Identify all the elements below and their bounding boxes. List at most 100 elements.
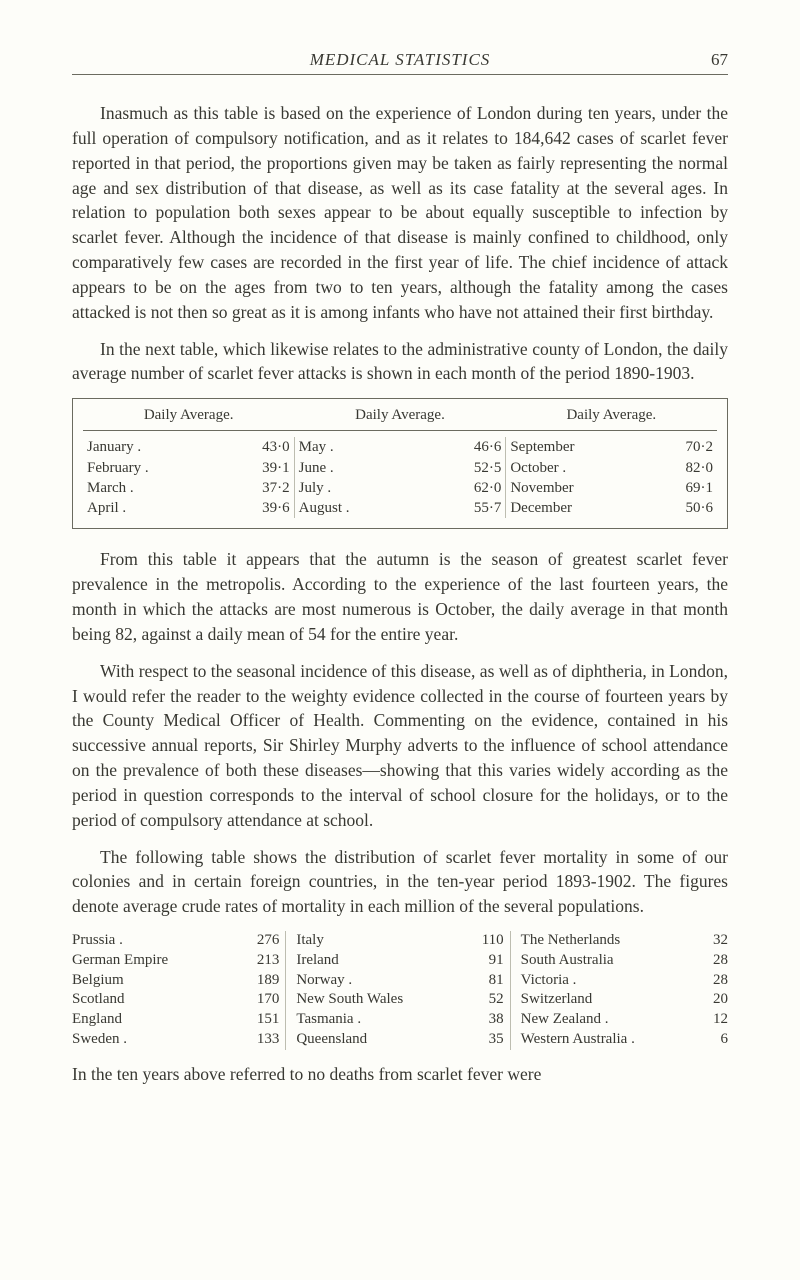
table-row: October .82·0 [510,458,713,478]
table-row: March .37·2 [87,478,290,498]
country-label: South Australia [521,951,688,971]
month-label: October . [510,458,667,478]
country-mortality-table: Prussia .276 German Empire213 Belgium189… [72,931,728,1050]
month-label: July . [299,478,456,498]
table-row: June .52·5 [299,458,502,478]
country-label: Norway . [296,971,463,991]
country-label: The Netherlands [521,931,688,951]
daily-average-col-3: September70·2 October .82·0 November69·1… [505,437,717,518]
daily-average-header-1: Daily Average. [83,407,294,424]
table-row: Sweden .133 [72,1030,279,1050]
table-row: German Empire213 [72,951,279,971]
table-row: August .55·7 [299,498,502,518]
table-row: Scotland170 [72,990,279,1010]
month-value: 50·6 [667,498,713,518]
month-value: 52·5 [455,458,501,478]
country-col-2: Italy110 Ireland91 Norway .81 New South … [285,931,503,1050]
month-label: November [510,478,667,498]
table-row: New Zealand .12 [521,1010,728,1030]
paragraph-6: In the ten years above referred to no de… [72,1062,728,1087]
country-label: Italy [296,931,463,951]
daily-average-header-row: Daily Average. Daily Average. Daily Aver… [83,407,717,431]
month-label: December [510,498,667,518]
table-row: Italy110 [296,931,503,951]
paragraph-5: The following table shows the distributi… [72,845,728,920]
paragraph-2: In the next table, which likewise relate… [72,337,728,387]
table-row: Belgium189 [72,971,279,991]
country-value: 91 [464,951,504,971]
daily-average-header-2: Daily Average. [294,407,505,424]
month-label: January . [87,437,244,457]
country-label: Queensland [296,1030,463,1050]
table-row: South Australia28 [521,951,728,971]
month-label: June . [299,458,456,478]
country-label: Western Australia . [521,1030,688,1050]
month-label: September [510,437,667,457]
table-row: May .46·6 [299,437,502,457]
country-label: Victoria . [521,971,688,991]
paragraph-3: From this table it appears that the autu… [72,547,728,646]
month-label: February . [87,458,244,478]
country-label: New Zealand . [521,1010,688,1030]
table-row: New South Wales52 [296,990,503,1010]
country-value: 133 [239,1030,279,1050]
table-row: November69·1 [510,478,713,498]
country-value: 28 [688,971,728,991]
country-value: 276 [239,931,279,951]
country-col-1: Prussia .276 German Empire213 Belgium189… [72,931,279,1050]
table-row: January .43·0 [87,437,290,457]
country-label: Switzerland [521,990,688,1010]
table-row: Switzerland20 [521,990,728,1010]
month-value: 70·2 [667,437,713,457]
country-value: 35 [464,1030,504,1050]
table-row: Prussia .276 [72,931,279,951]
daily-average-table: Daily Average. Daily Average. Daily Aver… [72,398,728,529]
month-value: 39·6 [244,498,290,518]
daily-average-header-3: Daily Average. [506,407,717,424]
month-label: April . [87,498,244,518]
country-label: Sweden . [72,1030,239,1050]
month-label: August . [299,498,456,518]
month-value: 55·7 [455,498,501,518]
table-row: December50·6 [510,498,713,518]
country-value: 28 [688,951,728,971]
country-label: Tasmania . [296,1010,463,1030]
paragraph-1: Inasmuch as this table is based on the e… [72,101,728,325]
table-row: The Netherlands32 [521,931,728,951]
country-value: 12 [688,1010,728,1030]
paragraph-4: With respect to the seasonal incidence o… [72,659,728,833]
month-value: 37·2 [244,478,290,498]
country-label: German Empire [72,951,239,971]
country-label: Belgium [72,971,239,991]
country-value: 170 [239,990,279,1010]
country-value: 52 [464,990,504,1010]
country-value: 189 [239,971,279,991]
month-label: March . [87,478,244,498]
table-row: Norway .81 [296,971,503,991]
country-value: 81 [464,971,504,991]
country-value: 213 [239,951,279,971]
country-label: Ireland [296,951,463,971]
table-row: February .39·1 [87,458,290,478]
daily-average-body: January .43·0 February .39·1 March .37·2… [83,437,717,518]
month-value: 62·0 [455,478,501,498]
month-value: 69·1 [667,478,713,498]
daily-average-col-2: May .46·6 June .52·5 July .62·0 August .… [294,437,506,518]
country-value: 6 [688,1030,728,1050]
month-value: 46·6 [455,437,501,457]
table-row: September70·2 [510,437,713,457]
table-row: Western Australia .6 [521,1030,728,1050]
table-row: Queensland35 [296,1030,503,1050]
table-row: April .39·6 [87,498,290,518]
country-value: 38 [464,1010,504,1030]
country-value: 20 [688,990,728,1010]
country-label: England [72,1010,239,1030]
page: MEDICAL STATISTICS 67 Inasmuch as this t… [0,0,800,1280]
table-row: Victoria .28 [521,971,728,991]
country-label: Prussia . [72,931,239,951]
table-row: Tasmania .38 [296,1010,503,1030]
table-row: Ireland91 [296,951,503,971]
country-value: 151 [239,1010,279,1030]
daily-average-col-1: January .43·0 February .39·1 March .37·2… [83,437,294,518]
month-value: 82·0 [667,458,713,478]
